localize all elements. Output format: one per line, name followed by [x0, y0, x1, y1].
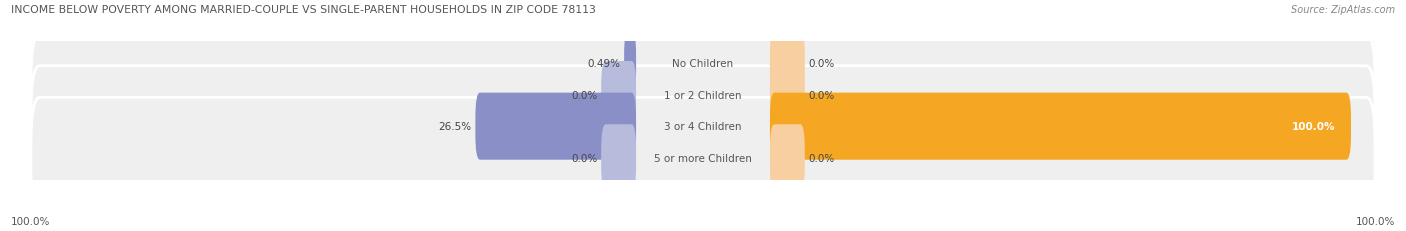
Text: 26.5%: 26.5%: [439, 122, 471, 132]
Text: 100.0%: 100.0%: [11, 216, 51, 226]
FancyBboxPatch shape: [31, 35, 1375, 155]
Text: 3 or 4 Children: 3 or 4 Children: [664, 122, 742, 132]
Text: 0.0%: 0.0%: [571, 90, 598, 100]
Text: 0.0%: 0.0%: [808, 153, 835, 163]
Text: 5 or more Children: 5 or more Children: [654, 153, 752, 163]
Text: 0.0%: 0.0%: [808, 59, 835, 69]
FancyBboxPatch shape: [770, 62, 804, 128]
Text: INCOME BELOW POVERTY AMONG MARRIED-COUPLE VS SINGLE-PARENT HOUSEHOLDS IN ZIP COD: INCOME BELOW POVERTY AMONG MARRIED-COUPL…: [11, 5, 596, 15]
FancyBboxPatch shape: [31, 3, 1375, 124]
Text: 0.49%: 0.49%: [588, 59, 620, 69]
FancyBboxPatch shape: [602, 125, 636, 191]
Text: 100.0%: 100.0%: [1292, 122, 1334, 132]
FancyBboxPatch shape: [770, 30, 804, 97]
Text: 100.0%: 100.0%: [1355, 216, 1395, 226]
FancyBboxPatch shape: [31, 98, 1375, 218]
Text: No Children: No Children: [672, 59, 734, 69]
Text: Source: ZipAtlas.com: Source: ZipAtlas.com: [1291, 5, 1395, 15]
Text: 1 or 2 Children: 1 or 2 Children: [664, 90, 742, 100]
FancyBboxPatch shape: [602, 62, 636, 128]
FancyBboxPatch shape: [770, 125, 804, 191]
Text: 0.0%: 0.0%: [808, 90, 835, 100]
FancyBboxPatch shape: [475, 93, 636, 160]
FancyBboxPatch shape: [770, 93, 1351, 160]
Text: 0.0%: 0.0%: [571, 153, 598, 163]
FancyBboxPatch shape: [624, 30, 636, 97]
FancyBboxPatch shape: [31, 67, 1375, 187]
